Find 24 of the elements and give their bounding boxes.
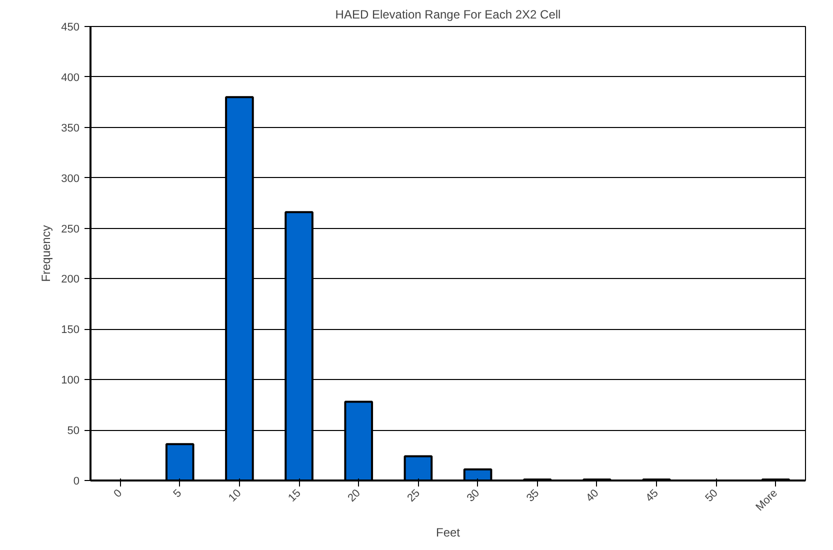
chart-title: HAED Elevation Range For Each 2X2 Cell — [335, 8, 561, 22]
x-tick-label: 20 — [346, 487, 363, 504]
x-tick-label: 10 — [226, 487, 244, 504]
y-tick-label: 200 — [61, 274, 80, 286]
x-tick-label: 0 — [112, 487, 125, 500]
x-axis-title: Feet — [436, 526, 461, 540]
x-tick-label: 50 — [703, 487, 720, 504]
y-tick-label: 450 — [61, 22, 80, 34]
y-tick-label: 50 — [67, 425, 80, 438]
y-tick-label: 0 — [73, 476, 80, 488]
y-axis-title: Frequency — [39, 225, 54, 282]
y-tick-label: 150 — [61, 324, 80, 336]
x-tick-label: 35 — [524, 487, 542, 504]
x-tick-label: 15 — [286, 487, 304, 504]
y-tick-label: 400 — [61, 72, 80, 84]
x-tick-label: 40 — [584, 487, 602, 504]
x-tick-label: 5 — [171, 487, 184, 500]
y-tick-label: 100 — [61, 374, 80, 387]
x-tick-label: 45 — [644, 487, 661, 504]
y-tick-label: 250 — [61, 223, 80, 236]
x-tick-label: 25 — [405, 487, 422, 504]
y-tick-label: 350 — [61, 122, 80, 134]
y-tick-label: 300 — [61, 172, 80, 185]
x-tick-label: 30 — [464, 487, 482, 504]
